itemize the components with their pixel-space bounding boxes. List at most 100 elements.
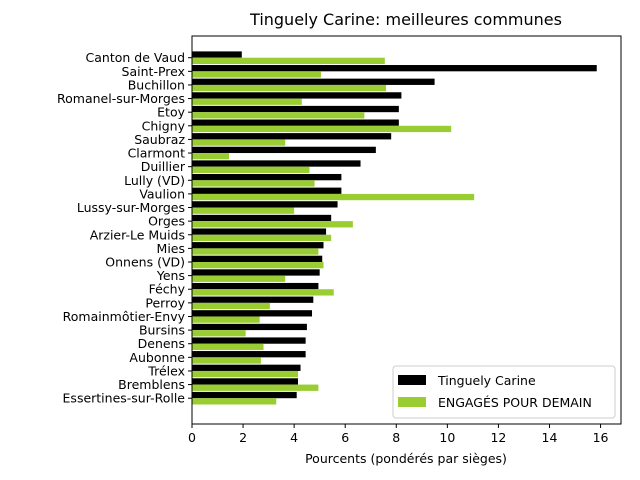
- plot-frame: [191, 35, 622, 425]
- bar-engages: [192, 398, 277, 405]
- bar-tinguely: [192, 296, 314, 303]
- bar-engages: [192, 166, 310, 173]
- bar-engages: [192, 180, 315, 187]
- bar-tinguely: [192, 78, 435, 85]
- y-tick-label: Trélex: [147, 363, 185, 378]
- bar-tinguely: [192, 160, 361, 167]
- bar-tinguely: [192, 378, 298, 385]
- bar-tinguely: [192, 351, 306, 358]
- legend-swatch-tinguely: [398, 375, 426, 385]
- bar-engages: [192, 370, 298, 378]
- bar-engages: [192, 125, 452, 133]
- bar-engages: [192, 153, 230, 160]
- bar-tinguely: [192, 310, 313, 317]
- y-tick-label: Buchillon: [128, 77, 185, 92]
- x-tick-label: 2: [239, 430, 247, 445]
- bar-engages: [192, 84, 387, 92]
- bar-tinguely: [192, 187, 342, 194]
- x-axis: 0 2 4 6 8 10 12 14 16: [188, 424, 609, 445]
- x-tick-label: 0: [188, 430, 196, 445]
- bar-engages: [192, 289, 334, 296]
- y-tick-label: Lussy-sur-Morges: [77, 200, 185, 215]
- y-tick-label: Perroy: [145, 295, 185, 310]
- y-tick-label: Arzier-Le Muids: [90, 227, 185, 242]
- legend-label-engages: ENGAGÉS POUR DEMAIN: [438, 395, 592, 410]
- bar-tinguely: [192, 51, 242, 58]
- bar-tinguely: [192, 228, 327, 235]
- bar-engages: [192, 330, 246, 337]
- bar-engages: [192, 71, 321, 78]
- y-tick-label: Romanel-sur-Morges: [57, 91, 185, 106]
- y-tick-label: Lully (VD): [124, 173, 185, 188]
- y-tick-label: Saubraz: [134, 132, 185, 147]
- y-tick-label: Clarmont: [128, 146, 186, 161]
- bar-tinguely: [192, 119, 399, 126]
- bar-tinguely: [192, 65, 597, 72]
- bar-tinguely: [192, 282, 319, 290]
- bar-tinguely: [192, 133, 392, 140]
- bar-engages: [192, 234, 332, 242]
- x-axis-label: Pourcents (pondérés par sièges): [305, 451, 507, 466]
- x-tick-label: 8: [392, 430, 400, 445]
- bar-engages: [192, 112, 365, 119]
- bar-engages: [192, 98, 302, 105]
- y-tick-label: Essertines-sur-Rolle: [63, 391, 186, 406]
- bar-tinguely: [192, 364, 301, 371]
- chart-title: Tinguely Carine: meilleures communes: [249, 10, 562, 29]
- x-tick-label: 10: [439, 430, 455, 445]
- bar-engages: [192, 193, 475, 201]
- bar-engages: [192, 221, 353, 228]
- y-tick-label: Yens: [156, 268, 185, 283]
- x-tick-label: 14: [542, 430, 558, 445]
- y-tick-label: Mies: [157, 241, 185, 256]
- y-axis: Canton de VaudSaint-PrexBuchillonRomanel…: [57, 50, 192, 406]
- bar-tinguely: [192, 92, 402, 99]
- bar-tinguely: [192, 269, 320, 276]
- legend-swatch-engages: [398, 397, 426, 407]
- bar-tinguely: [192, 255, 323, 262]
- y-tick-label: Denens: [138, 336, 185, 351]
- y-tick-label: Canton de Vaud: [86, 50, 185, 65]
- y-tick-label: Vaulion: [139, 186, 185, 201]
- y-tick-label: Bremblens: [118, 377, 185, 392]
- y-tick-label: Romainmôtier-Envy: [63, 309, 186, 324]
- bar-tinguely: [192, 337, 306, 344]
- y-tick-label: Orges: [148, 214, 185, 229]
- y-tick-label: Chigny: [142, 118, 186, 133]
- y-tick-label: Féchy: [149, 282, 186, 297]
- y-tick-label: Duillier: [141, 159, 186, 174]
- bar-engages: [192, 357, 261, 364]
- legend: Tinguely Carine ENGAGÉS POUR DEMAIN: [392, 365, 616, 419]
- bar-engages: [192, 262, 324, 269]
- bar-engages: [192, 384, 319, 391]
- y-tick-label: Onnens (VD): [105, 255, 185, 270]
- bar-tinguely: [192, 201, 338, 208]
- bar-engages: [192, 139, 286, 146]
- legend-label-tinguely: Tinguely Carine: [437, 373, 536, 388]
- y-tick-label: Aubonne: [129, 350, 185, 365]
- bar-tinguely: [192, 323, 307, 331]
- y-tick-label: Saint-Prex: [122, 64, 185, 79]
- bar-tinguely: [192, 242, 324, 249]
- bar-engages: [192, 248, 319, 255]
- bars-layer: [192, 51, 597, 405]
- x-tick-label: 16: [593, 430, 609, 445]
- bar-engages: [192, 275, 286, 282]
- bar-engages: [192, 316, 260, 323]
- y-tick-label: Etoy: [157, 105, 185, 120]
- bar-engages: [192, 57, 385, 64]
- legend-box: [392, 365, 616, 419]
- bar-engages: [192, 207, 295, 214]
- bar-tinguely: [192, 105, 399, 113]
- x-tick-label: 4: [290, 430, 298, 445]
- y-tick-label: Bursins: [139, 323, 185, 338]
- bar-engages: [192, 302, 270, 310]
- bar-tinguely: [192, 146, 376, 154]
- x-tick-label: 12: [490, 430, 506, 445]
- bar-tinguely: [192, 391, 297, 399]
- bar-tinguely: [192, 173, 342, 181]
- x-tick-label: 6: [341, 430, 349, 445]
- bar-engages: [192, 343, 264, 351]
- bar-tinguely: [192, 214, 332, 222]
